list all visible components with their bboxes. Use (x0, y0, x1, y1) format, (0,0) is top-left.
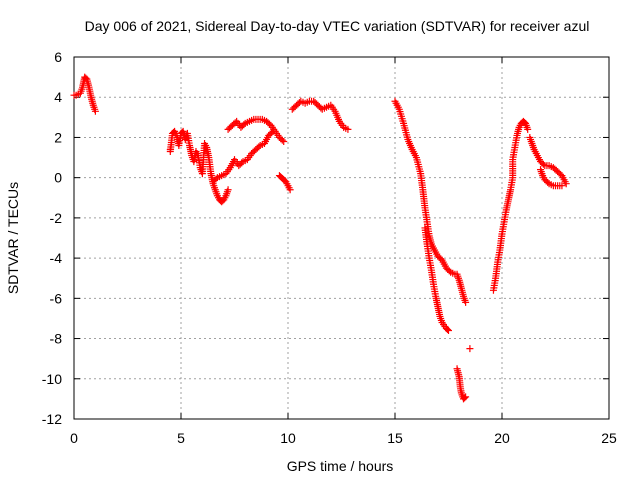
data-point (240, 121, 248, 129)
series-seg-15-17.5h-lower (421, 224, 452, 335)
data-point (562, 180, 570, 188)
x-tick-label: 10 (280, 430, 296, 446)
axis-ticks: 0 5 10 15 20 25 -12 -10 -8 -6 -4 -2 0 2 4 6 (42, 49, 617, 446)
data-point (445, 267, 453, 275)
series-seg-0-1h (70, 73, 99, 115)
x-tick-label: 20 (494, 430, 510, 446)
y-tick-label: 6 (54, 49, 62, 65)
data-point (558, 182, 566, 190)
y-axis-label: SDTVAR / TECUs (5, 182, 21, 294)
y-tick-label: -2 (50, 210, 63, 226)
y-tick-label: -8 (50, 331, 63, 347)
x-tick-label: 15 (387, 430, 403, 446)
data-point (238, 159, 246, 167)
series-seg-6-8h-lower (209, 127, 277, 186)
chart-title: Day 006 of 2021, Sidereal Day-to-day VTE… (85, 18, 590, 34)
data-point (212, 175, 220, 183)
data-point (255, 143, 263, 151)
series-seg-21.5-23h-lower (537, 166, 566, 190)
plot-border (73, 56, 610, 420)
data-point (224, 186, 232, 194)
data-point (466, 345, 474, 353)
series-seg-15-17.5h-upper (391, 97, 459, 278)
series-seg-21-23h (526, 133, 570, 188)
y-tick-label: -12 (42, 411, 62, 427)
x-tick-label: 25 (601, 430, 617, 446)
y-tick-label: -10 (42, 371, 62, 387)
y-tick-label: 2 (54, 129, 62, 145)
data-point (524, 125, 532, 133)
data-point (280, 137, 288, 145)
data-point (544, 178, 552, 186)
y-tick-label: 0 (54, 170, 62, 186)
data-point (443, 326, 451, 334)
data-point (344, 125, 352, 133)
x-tick-label: 5 (177, 430, 185, 446)
data-point (286, 186, 294, 194)
y-tick-label: -6 (50, 290, 63, 306)
series-seg-18h-bottom (453, 365, 470, 403)
series-seg-4-7h (166, 127, 232, 206)
series-seg-10-13h (288, 97, 352, 133)
data-point (91, 107, 99, 115)
data-point (82, 74, 90, 82)
data-point (462, 298, 470, 306)
grid (74, 57, 609, 419)
data-point (462, 393, 470, 401)
y-tick-label: 4 (54, 89, 62, 105)
data-marks (70, 73, 570, 403)
series-seg-18h (453, 270, 470, 306)
series-seg-18.5h-dot (466, 345, 474, 353)
data-point (278, 136, 286, 144)
x-tick-label: 0 (70, 430, 78, 446)
data-point (539, 160, 547, 168)
y-tick-label: -4 (50, 250, 63, 266)
x-axis-label: GPS time / hours (287, 458, 394, 474)
series-seg-19.5-21h (489, 117, 532, 294)
series-seg-7-10h-upper (224, 115, 288, 145)
data-point (445, 327, 452, 335)
data-point (461, 394, 469, 402)
series-seg-9.5-10h (275, 172, 294, 194)
